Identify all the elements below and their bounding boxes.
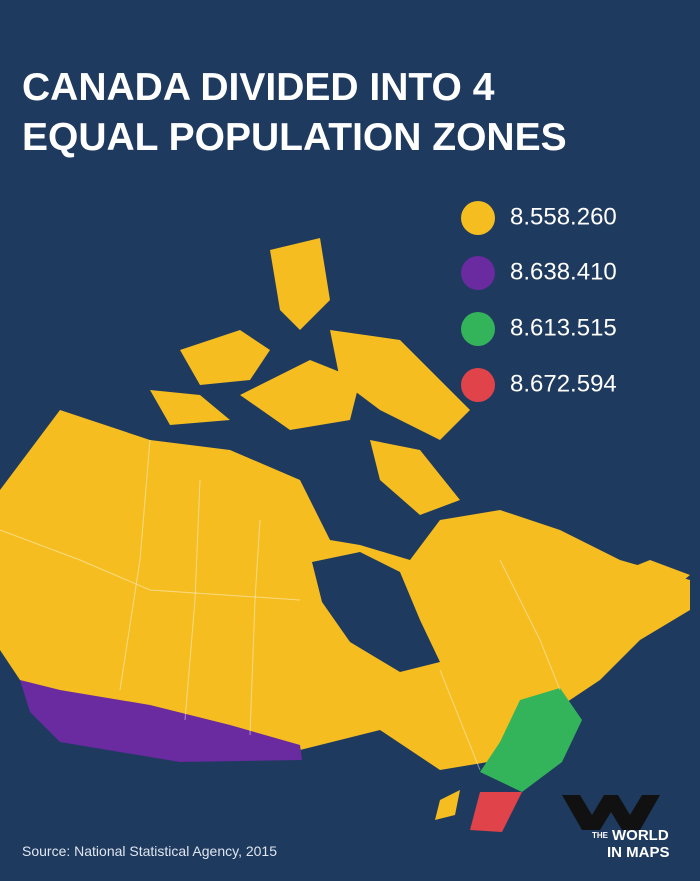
zone-region bbox=[470, 792, 522, 832]
source: Source: National Statistical Agency, 201… bbox=[22, 843, 277, 859]
province-border bbox=[184, 479, 201, 721]
province-border bbox=[439, 669, 481, 771]
zone-region bbox=[150, 390, 230, 425]
legend-swatch bbox=[461, 201, 495, 235]
province-border bbox=[249, 519, 261, 736]
province-border bbox=[499, 559, 561, 691]
zone-region bbox=[180, 330, 270, 385]
title-line: EQUAL POPULATION ZONES bbox=[22, 116, 567, 159]
legend-label: 8.558.260 bbox=[510, 203, 617, 230]
legend: 8.558.260 8.638.410 8.613.515 8.672.594 bbox=[461, 201, 617, 402]
legend-swatch bbox=[461, 256, 495, 290]
zone-region bbox=[270, 238, 330, 330]
province-border bbox=[119, 439, 151, 691]
zone-region bbox=[370, 440, 460, 515]
zone-region bbox=[20, 680, 302, 762]
logo-text: IN MAPS bbox=[607, 844, 670, 861]
zone-region bbox=[330, 330, 470, 440]
legend-label: 8.672.594 bbox=[510, 370, 617, 397]
province-border bbox=[0, 529, 301, 601]
logo: THE WORLD IN MAPS bbox=[562, 795, 670, 861]
hudson-bay bbox=[312, 552, 440, 672]
legend-swatch bbox=[461, 312, 495, 346]
map bbox=[0, 238, 690, 832]
logo-text: THE bbox=[592, 831, 609, 840]
zone-region bbox=[240, 360, 360, 430]
logo-text: WORLD bbox=[612, 827, 669, 844]
title-line: CANADA DIVIDED INTO 4 bbox=[22, 66, 495, 109]
zone-region bbox=[600, 560, 690, 600]
legend-label: 8.613.515 bbox=[510, 314, 617, 341]
zone-region bbox=[480, 688, 582, 792]
legend-label: 8.638.410 bbox=[510, 258, 617, 285]
logo-mark bbox=[562, 795, 660, 830]
legend-swatch bbox=[461, 368, 495, 402]
zone-region bbox=[435, 790, 460, 820]
